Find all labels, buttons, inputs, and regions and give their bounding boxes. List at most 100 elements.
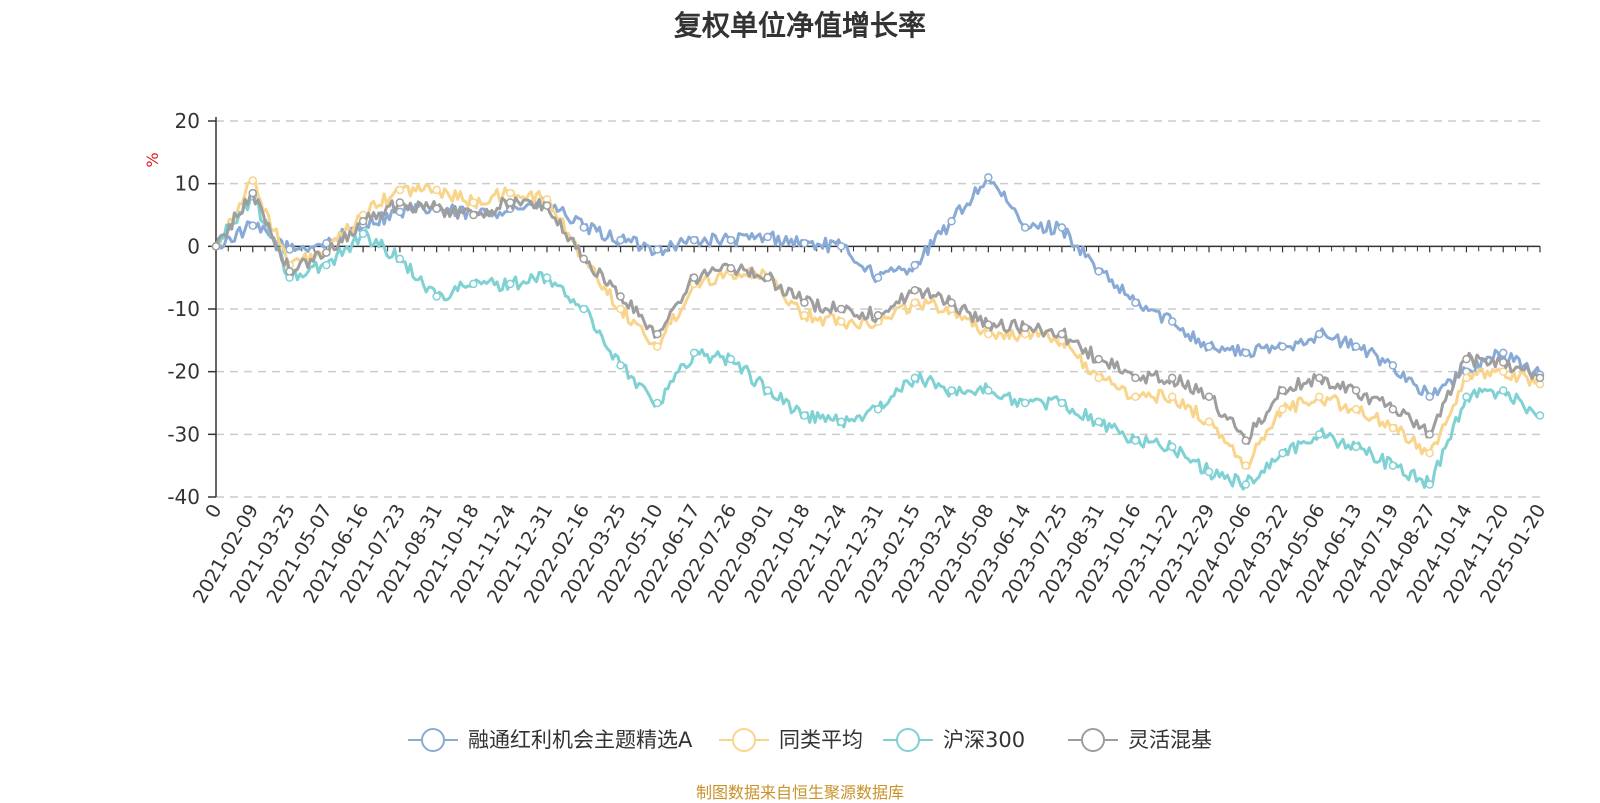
data-point	[1167, 392, 1177, 401]
legend-label: 同类平均	[779, 728, 863, 752]
data-point	[984, 173, 993, 182]
data-point	[1351, 386, 1361, 395]
data-point	[505, 279, 515, 289]
legend-marker	[896, 728, 920, 752]
data-point	[873, 405, 883, 414]
data-point	[285, 245, 294, 254]
data-point	[1462, 373, 1471, 383]
data-point	[432, 292, 441, 301]
legend-item[interactable]: 沪深300	[883, 728, 1025, 752]
legend-label: 融通红利机会主题精选A	[468, 728, 693, 752]
data-point	[1020, 323, 1030, 333]
data-point	[947, 298, 956, 307]
data-point	[616, 361, 625, 370]
data-point	[579, 254, 589, 264]
data-point	[910, 285, 920, 295]
data-point	[1241, 348, 1251, 358]
legend-marker	[1081, 728, 1105, 752]
data-point	[800, 411, 809, 420]
data-point	[653, 329, 662, 339]
data-point	[1351, 442, 1361, 452]
data-point	[1498, 367, 1508, 376]
data-point	[910, 260, 920, 270]
data-point	[1167, 442, 1177, 452]
data-point	[579, 223, 589, 232]
data-point	[1131, 298, 1140, 307]
legend-label: 沪深300	[943, 728, 1025, 752]
source-note: 制图数据来自恒生聚源数据库	[695, 783, 904, 802]
legend-item[interactable]: 融通红利机会主题精选A	[408, 728, 693, 752]
grid-layer	[216, 120, 1540, 498]
data-point	[1315, 430, 1324, 439]
data-point	[1094, 417, 1103, 427]
data-point	[358, 229, 368, 239]
y-tick-label: 0	[187, 234, 200, 258]
data-point	[1278, 342, 1287, 351]
data-point	[322, 248, 331, 257]
data-point	[616, 235, 625, 245]
data-point	[800, 298, 809, 307]
data-point	[873, 311, 883, 320]
data-point	[248, 188, 258, 198]
data-point	[1315, 392, 1324, 401]
series-1	[211, 176, 1545, 470]
data-point	[1388, 423, 1398, 433]
data-point	[1498, 358, 1508, 367]
data-point	[984, 386, 993, 395]
data-point	[947, 217, 956, 226]
data-point	[984, 329, 993, 339]
legend-label: 灵活混基	[1128, 728, 1212, 752]
legend-marker	[421, 728, 445, 752]
data-point	[395, 207, 405, 217]
data-point	[542, 201, 552, 210]
data-point	[432, 185, 441, 195]
data-point	[1094, 267, 1103, 276]
data-point	[1204, 467, 1214, 477]
data-point	[1351, 405, 1361, 414]
y-tick-label: -10	[167, 297, 200, 321]
data-point	[395, 254, 405, 264]
data-point	[322, 238, 331, 248]
data-point	[285, 267, 294, 276]
data-point	[1425, 480, 1434, 489]
data-point	[1462, 392, 1471, 401]
y-tick-label: 20	[175, 109, 200, 133]
x-tick-label: 0	[201, 501, 226, 522]
data-point	[616, 292, 625, 301]
y-tick-label: -30	[167, 422, 200, 446]
data-point	[1131, 436, 1140, 445]
data-point	[836, 304, 846, 314]
data-point	[616, 304, 625, 314]
data-point	[763, 273, 772, 282]
data-point	[800, 311, 809, 320]
data-point	[1241, 480, 1251, 489]
data-point	[689, 235, 699, 245]
legend[interactable]: 融通红利机会主题精选A 同类平均 沪深300 灵活混基	[408, 728, 1212, 752]
data-point	[873, 273, 883, 282]
data-point	[1241, 436, 1251, 445]
data-point	[726, 354, 736, 364]
data-point	[1094, 354, 1103, 364]
data-point	[1388, 361, 1398, 370]
legend-item[interactable]: 灵活混基	[1068, 728, 1212, 752]
data-point	[1388, 461, 1398, 470]
data-point	[1388, 405, 1398, 414]
data-point	[653, 245, 662, 254]
data-point	[1020, 223, 1030, 232]
data-point	[1498, 348, 1508, 358]
data-point	[395, 198, 405, 207]
data-point	[1204, 417, 1214, 427]
data-point	[542, 273, 552, 282]
data-point	[1425, 448, 1434, 458]
data-point	[1278, 448, 1287, 458]
data-point	[469, 279, 478, 289]
data-point	[984, 320, 993, 329]
legend-item[interactable]: 同类平均	[719, 728, 863, 752]
data-point	[322, 260, 331, 270]
data-point	[211, 242, 221, 251]
data-point	[248, 176, 258, 185]
data-point	[1057, 223, 1067, 232]
data-point	[653, 398, 662, 408]
data-point	[579, 304, 589, 314]
data-point	[395, 185, 405, 195]
